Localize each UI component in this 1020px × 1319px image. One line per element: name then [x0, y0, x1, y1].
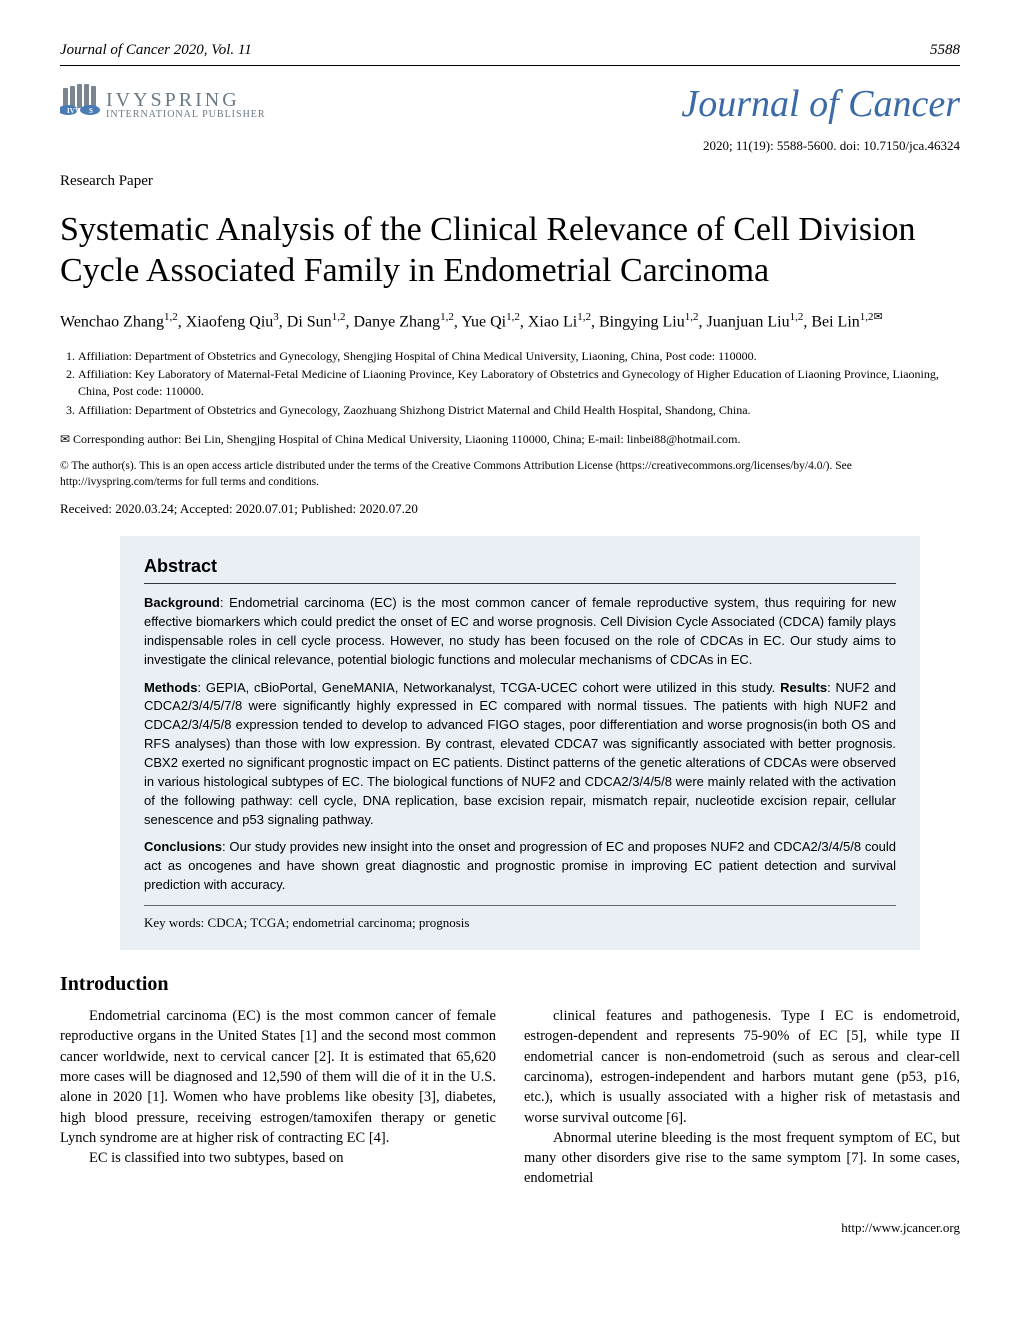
abstract-paragraph: Background: Endometrial carcinoma (EC) i…	[144, 594, 896, 669]
affiliation-item: Affiliation: Department of Obstetrics an…	[78, 348, 960, 365]
abstract-label: Results	[780, 680, 827, 695]
abstract-text: : GEPIA, cBioPortal, GeneMANIA, Networka…	[197, 680, 775, 695]
corresponding-author: ✉ Corresponding author: Bei Lin, Shengji…	[60, 431, 960, 448]
intro-paragraph: Endometrial carcinoma (EC) is the most c…	[60, 1006, 496, 1148]
article-dates: Received: 2020.03.24; Accepted: 2020.07.…	[60, 500, 960, 518]
affiliation-item: Affiliation: Department of Obstetrics an…	[78, 402, 960, 419]
publisher-row: IVY S IVYSPRING INTERNATIONAL PUBLISHER …	[60, 78, 960, 131]
svg-text:S: S	[89, 107, 93, 115]
abstract-label: Conclusions	[144, 839, 222, 854]
abstract-text: : Endometrial carcinoma (EC) is the most…	[144, 595, 896, 667]
abstract-label: Background	[144, 595, 220, 610]
affiliation-ol: Affiliation: Department of Obstetrics an…	[60, 348, 960, 419]
journal-volume: Journal of Cancer 2020, Vol. 11	[60, 40, 252, 61]
abstract-paragraph: Methods: GEPIA, cBioPortal, GeneMANIA, N…	[144, 679, 896, 830]
abstract-divider	[144, 905, 896, 906]
paper-title: Systematic Analysis of the Clinical Rele…	[60, 210, 960, 292]
paper-type: Research Paper	[60, 171, 960, 192]
license-text: © The author(s). This is an open access …	[60, 458, 960, 490]
keywords: Key words: CDCA; TCGA; endometrial carci…	[144, 914, 896, 932]
abstract-label: Methods	[144, 680, 197, 695]
svg-text:IVY: IVY	[67, 107, 80, 115]
author-list: Wenchao Zhang1,2, Xiaofeng Qiu3, Di Sun1…	[60, 310, 960, 334]
abstract-box: Abstract Background: Endometrial carcino…	[120, 536, 920, 950]
publisher-name-bottom: INTERNATIONAL PUBLISHER	[106, 110, 266, 120]
affiliation-list: Affiliation: Department of Obstetrics an…	[60, 348, 960, 419]
page-number: 5588	[930, 40, 960, 61]
journal-name: Journal of Cancer	[681, 78, 960, 131]
intro-paragraph: clinical features and pathogenesis. Type…	[524, 1006, 960, 1128]
abstract-paragraph: Conclusions: Our study provides new insi…	[144, 838, 896, 895]
abstract-heading: Abstract	[144, 554, 896, 584]
intro-columns: Endometrial carcinoma (EC) is the most c…	[60, 1006, 960, 1189]
affiliation-item: Affiliation: Key Laboratory of Maternal-…	[78, 366, 960, 400]
abstract-text: : Our study provides new insight into th…	[144, 839, 896, 892]
ivyspring-logo-icon: IVY S	[60, 82, 100, 127]
publisher-name: IVYSPRING INTERNATIONAL PUBLISHER	[106, 90, 266, 120]
introduction-heading: Introduction	[60, 970, 960, 998]
running-header: Journal of Cancer 2020, Vol. 11 5588	[60, 40, 960, 66]
intro-col-left: Endometrial carcinoma (EC) is the most c…	[60, 1006, 496, 1189]
publisher-name-top: IVYSPRING	[106, 90, 266, 110]
abstract-text: : NUF2 and CDCA2/3/4/5/7/8 were signific…	[144, 680, 896, 827]
publisher-logo: IVY S IVYSPRING INTERNATIONAL PUBLISHER	[60, 82, 266, 127]
intro-paragraph: Abnormal uterine bleeding is the most fr…	[524, 1128, 960, 1189]
citation-line: 2020; 11(19): 5588-5600. doi: 10.7150/jc…	[60, 137, 960, 155]
intro-col-right: clinical features and pathogenesis. Type…	[524, 1006, 960, 1189]
intro-paragraph: EC is classified into two subtypes, base…	[60, 1148, 496, 1168]
footer-url: http://www.jcancer.org	[60, 1219, 960, 1237]
